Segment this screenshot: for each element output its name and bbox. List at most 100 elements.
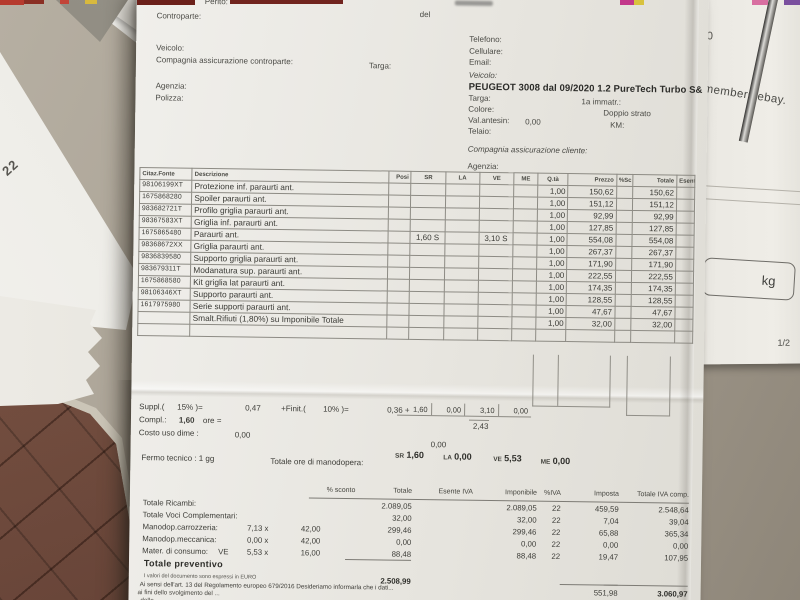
part-esente [675, 247, 694, 260]
totals-totale: 2.089,05 [381, 501, 412, 511]
totals-iva: 22 [551, 515, 561, 525]
totals-label: Totale Voci Complementari: [142, 510, 238, 521]
part-posi [388, 195, 412, 208]
col-me: ME [513, 172, 539, 186]
part-me [512, 280, 537, 294]
label-compagnia-controparte: Compagnia assicurazione controparte: [155, 55, 294, 67]
part-me [511, 304, 537, 318]
part-me [512, 268, 537, 282]
totals-imponibile: 2.089,05 [506, 503, 537, 513]
part-qty: 1,00 [537, 209, 568, 222]
part-qty: 1,00 [536, 257, 568, 270]
part-code [137, 311, 191, 325]
part-code: 983679311T [138, 263, 191, 277]
part-code: 1617975980 [137, 299, 191, 313]
part-posi [387, 279, 410, 292]
suppl-percent: 15% )= [177, 402, 203, 412]
edge-fragment [620, 0, 634, 5]
label-totale-ore: Totale ore di manodopera: [270, 456, 364, 468]
part-discount [615, 222, 632, 235]
hdr-totale-iva: Totale IVA comp. [636, 491, 690, 499]
col-sc: %Sc [616, 174, 633, 187]
part-la [443, 315, 478, 329]
label-val-antesin: Val.antesin: [468, 115, 510, 126]
hours-cell: 1,60 [412, 404, 428, 415]
totals-totale: 299,46 [387, 525, 412, 535]
part-total: 47,67 [630, 306, 675, 320]
part-esente [674, 319, 693, 332]
part-posi [388, 183, 412, 196]
hdr-esente-iva: Esente IVA [438, 488, 474, 496]
part-sr [410, 207, 446, 220]
totals-mult [229, 499, 269, 500]
label-agenzia-dx: Agenzia: [467, 161, 499, 172]
label-telaio: Telaio: [467, 126, 492, 136]
part-sr [410, 219, 445, 232]
part-la [444, 219, 480, 233]
part-me [512, 232, 538, 246]
part-total [630, 330, 675, 344]
totals-label: Manodop.meccanica: [142, 534, 217, 545]
part-esente [674, 331, 693, 344]
totals-totiva: 39,04 [669, 517, 689, 527]
part-posi [388, 219, 411, 232]
totals-totiva: 107,95 [664, 553, 689, 563]
part-total: 554,08 [631, 234, 676, 248]
part-qty: 1,00 [537, 233, 568, 246]
part-discount [616, 186, 633, 199]
part-ve [479, 184, 514, 197]
parts-table: Citaz.Fonte Descrizione Posi SR LA VE ME… [137, 167, 695, 344]
part-code: 1675868580 [138, 275, 191, 289]
totals-iva: 22 [551, 551, 561, 561]
label-finit: +Finit.( [281, 404, 306, 414]
part-me [513, 208, 538, 222]
totals-totiva: 0,00 [673, 541, 689, 551]
part-posi [387, 303, 410, 316]
part-la [445, 195, 480, 209]
part-description [189, 324, 388, 340]
totals-iva: 22 [551, 527, 561, 537]
part-price: 32,00 [566, 317, 615, 331]
part-price: 267,37 [567, 245, 616, 259]
totals-imponibile: 299,46 [512, 527, 537, 537]
col-posi: Posi [389, 171, 412, 184]
part-la [443, 279, 479, 293]
totals-imponibile: 88,48 [516, 551, 537, 561]
label-immatricolazione: 1a immatr.: [581, 97, 622, 107]
part-discount [615, 258, 632, 271]
part-esente [676, 199, 695, 212]
totals-totale: 0,00 [396, 537, 412, 547]
part-price: 554,08 [567, 233, 616, 247]
label-email: Email: [468, 57, 492, 67]
hours-cell: 3,10 [464, 403, 498, 417]
part-qty: 1,00 [536, 305, 567, 318]
part-esente [675, 283, 694, 296]
footer-privacy-line2: ai fini dello svolgimento del ... [137, 589, 220, 598]
col-sr: SR [411, 171, 446, 184]
hours-col-me: ME 0,00 [532, 456, 578, 468]
totals-label: Mater. di consumo: [142, 546, 209, 557]
part-qty: 1,00 [536, 245, 568, 258]
part-me [513, 184, 538, 198]
part-total: 171,90 [631, 258, 676, 272]
kg-box: kg [701, 257, 796, 301]
label-km: KM: [610, 120, 625, 130]
part-la [445, 183, 480, 197]
part-code [137, 323, 191, 337]
part-discount [614, 294, 631, 307]
part-discount [614, 318, 631, 331]
part-price: 47,67 [566, 305, 615, 319]
part-sr [409, 267, 445, 280]
part-esente [674, 295, 694, 308]
part-sr [411, 183, 446, 196]
part-discount [615, 234, 632, 247]
part-price: 171,90 [566, 257, 616, 271]
part-esente [675, 259, 694, 272]
part-posi [387, 315, 410, 328]
part-posi [387, 267, 411, 280]
part-code: 1675868280 [139, 191, 192, 205]
part-total: 128,55 [630, 294, 676, 308]
part-ve [477, 292, 513, 305]
part-price [565, 329, 615, 343]
part-sr: 1,60 S [410, 231, 445, 244]
